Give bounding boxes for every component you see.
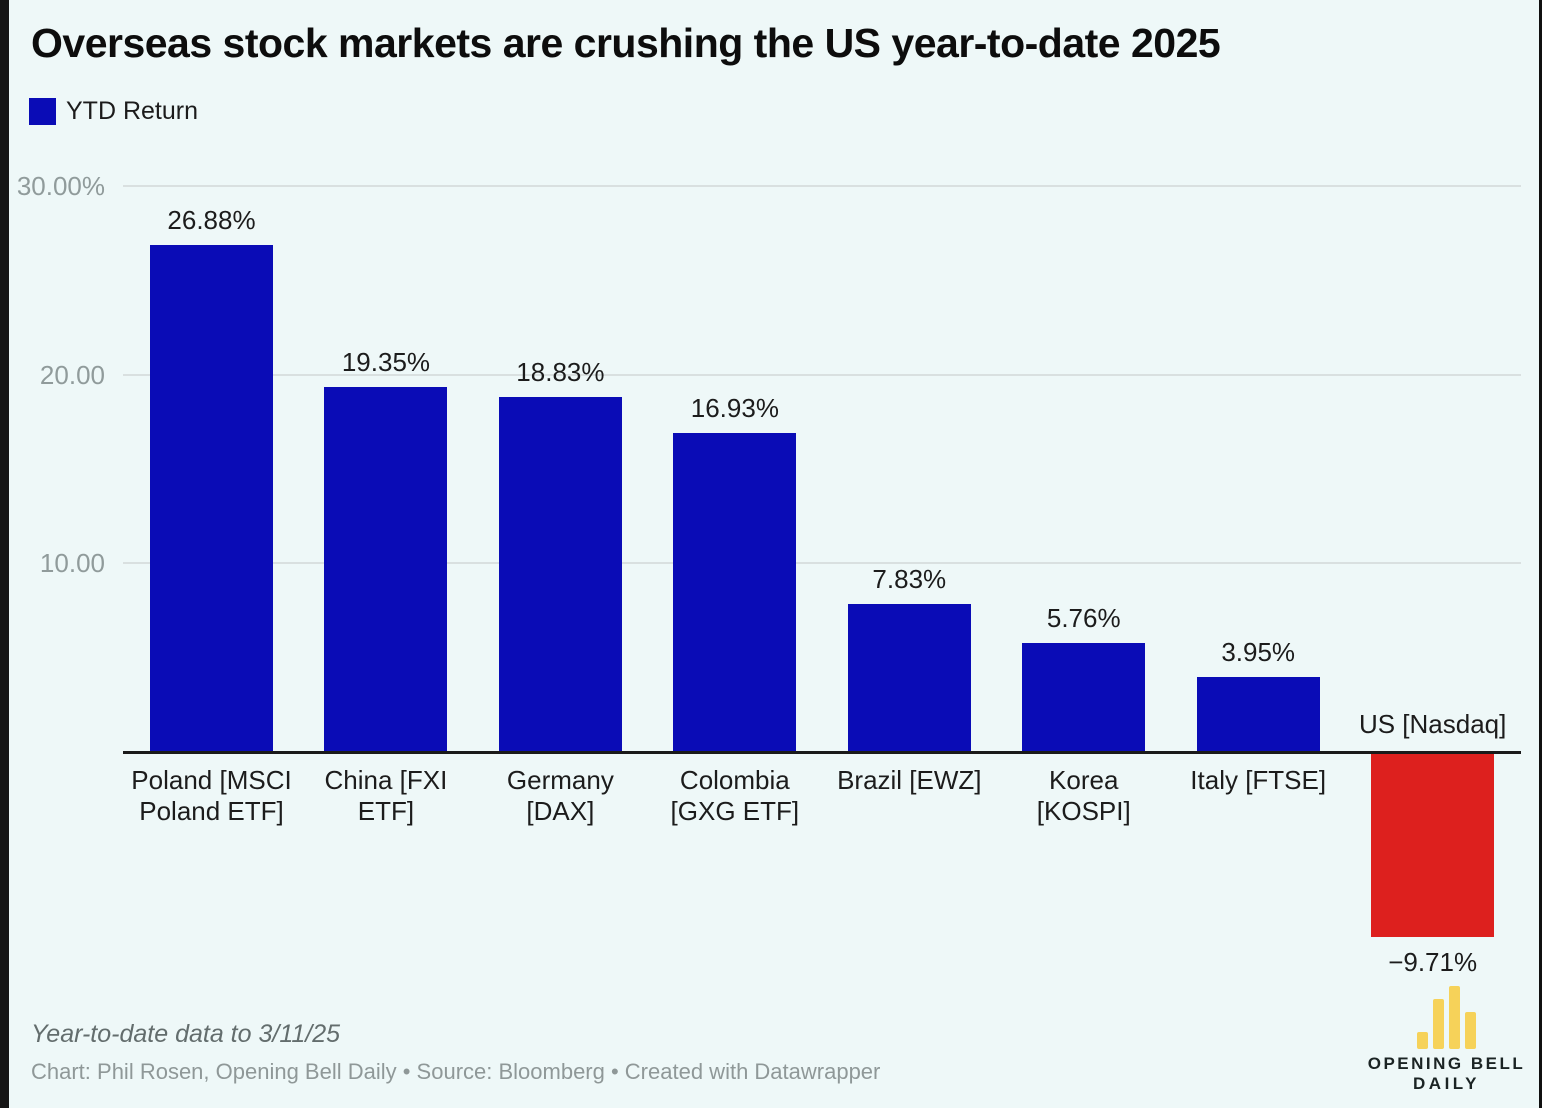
logo-bar-icon	[1433, 999, 1444, 1049]
logo-bar-icon	[1465, 1012, 1476, 1049]
bar-category-label: US [Nasdaq]	[1358, 709, 1507, 739]
footnote: Year-to-date data to 3/11/25	[31, 1020, 341, 1048]
logo-text-line1: OPENING BELL	[1367, 1054, 1526, 1073]
bar-Brazil [EWZ]	[847, 604, 971, 752]
bar-China [FXI ETF]	[324, 386, 448, 752]
screen-edge-left	[0, 0, 9, 1108]
bar-value-label: 7.83%	[872, 564, 947, 595]
bar-value-label: 16.93%	[690, 392, 779, 423]
gridline-30	[123, 184, 1521, 187]
chart-surface: Overseas stock markets are crushing the …	[9, 0, 1539, 1108]
bar-value-label: 18.83%	[516, 356, 605, 387]
x-axis-line	[123, 750, 1521, 754]
bar-category-label: Poland [MSCI Poland ETF]	[131, 765, 292, 826]
opening-bell-daily-logo: OPENING BELL DAILY	[1364, 985, 1529, 1094]
legend-label: YTD Return	[66, 96, 198, 125]
bar-category-label: Germany [DAX]	[506, 765, 614, 826]
bar-Germany [DAX]	[498, 396, 622, 752]
bar-category-label: Italy [FTSE]	[1190, 765, 1327, 795]
y-tick-label-20: 20.00	[39, 359, 105, 390]
bar-category-label: China [FXI ETF]	[324, 765, 448, 826]
y-tick-label-30: 30.00%	[16, 170, 105, 201]
bar-US [Nasdaq]	[1371, 754, 1495, 938]
chart-title: Overseas stock markets are crushing the …	[31, 20, 1221, 66]
screen-edge-right	[1539, 0, 1542, 1108]
logo-bars-icon	[1364, 985, 1529, 1049]
logo-bar-icon	[1417, 1032, 1428, 1049]
legend: YTD Return	[29, 97, 198, 125]
bar-value-label: 3.95%	[1221, 637, 1296, 668]
bar-value-label: 5.76%	[1046, 603, 1121, 634]
bar-category-label: Brazil [EWZ]	[837, 765, 982, 795]
legend-swatch-icon	[29, 97, 56, 125]
logo-text-line2: DAILY	[1413, 1074, 1480, 1093]
gridline-10	[123, 562, 1521, 565]
bar-value-label: 19.35%	[341, 346, 431, 377]
bar-category-label: Colombia [GXG ETF]	[670, 765, 800, 826]
gridline-20	[123, 373, 1521, 376]
bar-Korea [KOSPI]	[1022, 643, 1146, 752]
credit-line: Chart: Phil Rosen, Opening Bell Daily • …	[31, 1059, 881, 1084]
bar-Italy [FTSE]	[1196, 677, 1320, 752]
bar-Colombia [GXG ETF]	[673, 432, 797, 752]
logo-bar-icon	[1449, 986, 1460, 1049]
bar-category-label: Korea [KOSPI]	[1036, 765, 1131, 826]
bar-value-label: −9.71%	[1388, 947, 1478, 978]
y-tick-label-10: 10.00	[39, 548, 105, 579]
bar-Poland [MSCI Poland ETF]	[150, 244, 273, 752]
bar-value-label: 26.88%	[167, 204, 256, 235]
